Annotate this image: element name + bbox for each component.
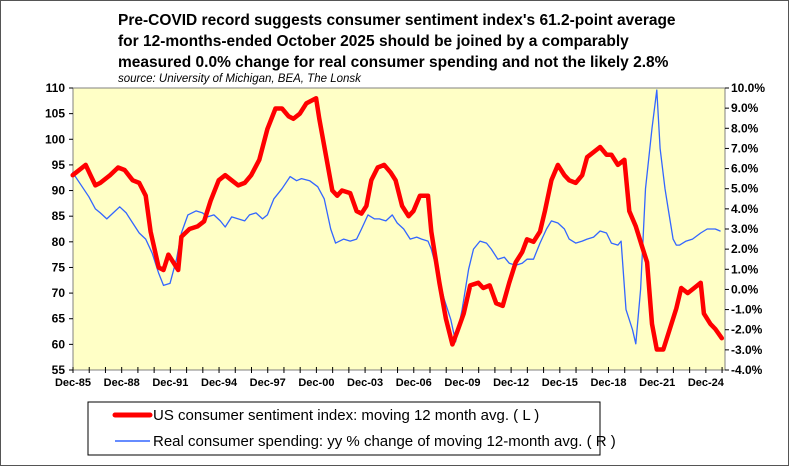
chart-title-line-3: measured 0.0% change for real consumer s…	[118, 54, 669, 71]
series-lines	[70, 89, 725, 352]
left-tick-label: 110	[46, 81, 66, 95]
x-tick-label: Dec-15	[542, 377, 578, 389]
x-tick-label: Dec-94	[201, 377, 238, 389]
x-tick-label: Dec-03	[347, 377, 383, 389]
left-tick-label: 75	[52, 260, 66, 274]
right-tick-label: 10.0%	[731, 81, 765, 95]
right-tick-label: 8.0%	[731, 121, 759, 135]
right-tick-label: -1.0%	[731, 303, 763, 317]
x-tick-label: Dec-24	[688, 377, 725, 389]
series-line-consumer-sentiment	[70, 96, 725, 352]
x-tick-label: Dec-12	[493, 377, 529, 389]
right-tick-label: 7.0%	[731, 141, 759, 155]
right-tick-label: 5.0%	[731, 182, 759, 196]
left-tick-label: 100	[45, 132, 65, 146]
right-tick-label: 0.0%	[731, 282, 759, 296]
chart-title-line-1: Pre-COVID record suggests consumer senti…	[118, 12, 676, 29]
plot-area	[72, 87, 726, 371]
legend-label-sentiment: US consumer sentiment index: moving 12 m…	[153, 407, 539, 424]
chart-title-line-2: for 12-months-ended October 2025 should …	[118, 33, 629, 50]
axes: 55 60 65 70 75 80 85 90 95 100 105 110 -4.0% -3.0% -2.…	[45, 81, 765, 389]
right-tick-label: 9.0%	[731, 101, 759, 115]
x-tick-label: Dec-06	[396, 377, 432, 389]
left-tick-label: 80	[52, 235, 66, 249]
left-tick-label: 55	[52, 363, 66, 377]
legend-label-spending: Real consumer spending: yy % change of m…	[153, 433, 616, 450]
right-tick-label: 2.0%	[731, 242, 759, 256]
x-tick-label: Dec-18	[590, 377, 626, 389]
series-line-real-spending	[72, 89, 721, 345]
x-tick-label: Dec-85	[55, 377, 91, 389]
x-tick-label: Dec-91	[152, 377, 188, 389]
left-tick-label: 85	[52, 209, 66, 223]
right-tick-label: 6.0%	[731, 162, 759, 176]
legend	[87, 401, 601, 456]
left-tick-label: 60	[52, 337, 66, 351]
right-tick-label: -3.0%	[731, 343, 763, 357]
x-tick-label: Dec-97	[250, 377, 286, 389]
right-tick-label: -2.0%	[731, 323, 763, 337]
x-tick-label: Dec-88	[104, 377, 140, 389]
left-tick-label: 105	[45, 107, 65, 121]
left-tick-label: 95	[52, 158, 66, 172]
x-tick-label: Dec-21	[639, 377, 675, 389]
left-tick-label: 90	[52, 184, 66, 198]
right-tick-label: -4.0%	[731, 363, 763, 377]
left-tick-label: 65	[52, 312, 66, 326]
left-tick-label: 70	[52, 286, 66, 300]
right-tick-label: 1.0%	[731, 262, 759, 276]
chart-source: source: University of Michigan, BEA, The…	[118, 73, 362, 85]
x-tick-label: Dec-09	[444, 377, 480, 389]
right-tick-label: 3.0%	[731, 222, 759, 236]
right-tick-label: 4.0%	[731, 202, 759, 216]
x-tick-label: Dec-00	[298, 377, 334, 389]
